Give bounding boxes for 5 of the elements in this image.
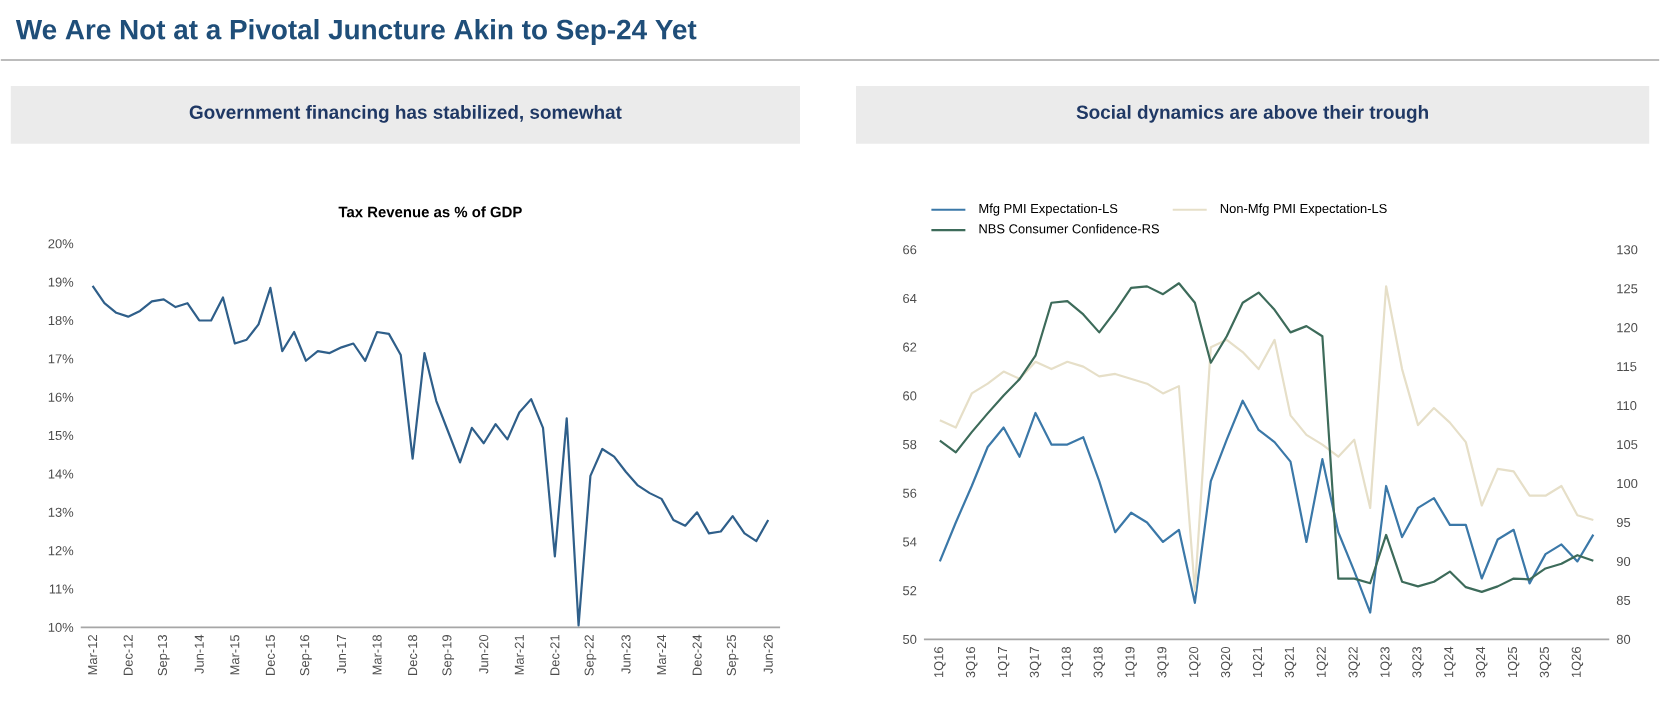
chart-title: Government financing has stabilized, somewhat [189, 105, 622, 124]
text: We Are Not at a Pivotal Juncture Akin to Sep-24 Yet [15, 19, 697, 46]
chart-title: Social dynamics are above their trough [1076, 105, 1428, 124]
line-series [938, 399, 1595, 615]
line-series [91, 285, 770, 627]
